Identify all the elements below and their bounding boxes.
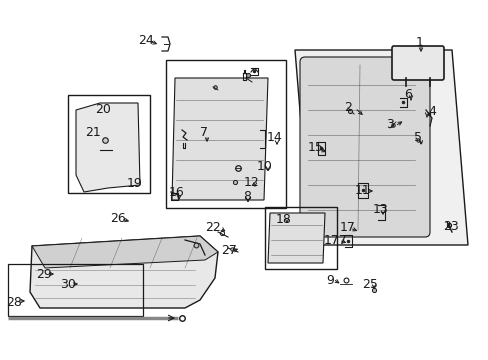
FancyBboxPatch shape xyxy=(391,46,443,80)
Text: 27: 27 xyxy=(221,244,237,257)
Text: 29: 29 xyxy=(36,269,52,282)
Text: 9: 9 xyxy=(325,274,333,288)
Text: 26: 26 xyxy=(110,212,125,225)
Text: 16: 16 xyxy=(169,186,184,199)
Text: 13: 13 xyxy=(372,203,388,216)
Polygon shape xyxy=(294,50,467,245)
Text: 22: 22 xyxy=(204,221,221,234)
Text: 11: 11 xyxy=(354,184,370,198)
Text: 5: 5 xyxy=(413,131,421,144)
Text: 10: 10 xyxy=(257,161,272,174)
Polygon shape xyxy=(172,78,267,200)
Bar xyxy=(8,264,142,316)
Text: 24: 24 xyxy=(138,33,154,46)
Text: 19: 19 xyxy=(127,177,142,190)
Polygon shape xyxy=(32,236,218,268)
Text: 15: 15 xyxy=(307,141,323,154)
Text: 3: 3 xyxy=(385,118,393,131)
Text: 8: 8 xyxy=(243,190,250,203)
Text: 1: 1 xyxy=(415,36,423,49)
Text: 28: 28 xyxy=(6,296,22,309)
Polygon shape xyxy=(267,213,325,263)
Text: 177: 177 xyxy=(324,234,347,247)
Bar xyxy=(68,95,150,193)
Text: 12: 12 xyxy=(244,176,259,189)
Text: 30: 30 xyxy=(60,279,76,292)
Bar xyxy=(264,207,336,269)
Text: 14: 14 xyxy=(266,131,282,144)
Text: 23: 23 xyxy=(442,220,458,234)
Text: 4: 4 xyxy=(427,105,435,118)
Bar xyxy=(165,60,285,208)
Text: 20: 20 xyxy=(95,104,111,117)
Polygon shape xyxy=(76,103,140,192)
Text: 17: 17 xyxy=(339,221,355,234)
Polygon shape xyxy=(30,236,218,308)
Text: 25: 25 xyxy=(361,278,377,291)
Text: 18: 18 xyxy=(276,213,291,226)
Text: 6: 6 xyxy=(403,89,411,102)
Text: 2: 2 xyxy=(344,102,351,114)
Text: 21: 21 xyxy=(85,126,101,139)
Text: 7: 7 xyxy=(200,126,207,139)
FancyBboxPatch shape xyxy=(299,57,429,237)
